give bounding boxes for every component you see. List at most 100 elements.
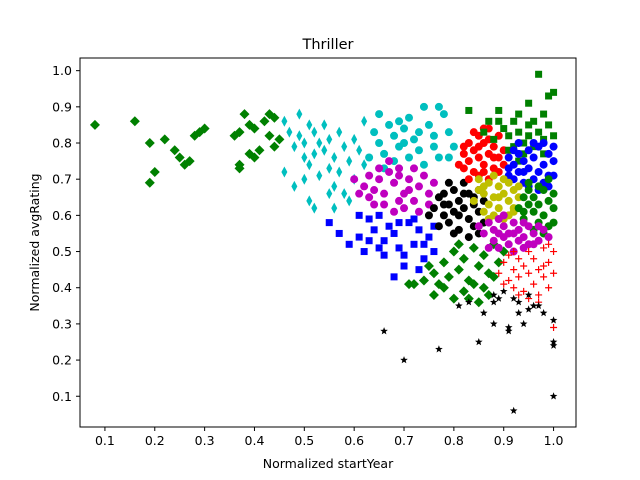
data-point-7-19 xyxy=(459,164,468,173)
data-point-13-3 xyxy=(505,251,513,259)
data-point-11-17 xyxy=(549,218,558,227)
data-point-11-10 xyxy=(539,211,548,220)
x-tick-label-1: 0.2 xyxy=(145,433,165,448)
x-tick-label-8: 0.9 xyxy=(494,433,514,448)
data-point-14-21 xyxy=(549,341,558,349)
data-point-4-5 xyxy=(365,215,373,223)
data-point-5-3 xyxy=(439,189,448,198)
data-point-4-18 xyxy=(430,248,438,256)
data-point-3-17 xyxy=(370,200,379,209)
x-tick-label-0: 0.1 xyxy=(95,433,115,448)
data-point-13-24 xyxy=(515,291,523,299)
data-point-12-0 xyxy=(479,229,488,238)
y-tick-label-3: 0.4 xyxy=(52,280,72,295)
data-point-6-15 xyxy=(493,257,504,268)
data-point-2-24 xyxy=(414,128,423,137)
data-point-4-3 xyxy=(355,233,363,241)
data-point-8-3 xyxy=(490,135,498,143)
data-point-0-22 xyxy=(254,145,265,156)
data-point-6-2 xyxy=(428,268,439,279)
data-point-4-25 xyxy=(355,211,363,219)
data-point-13-21 xyxy=(550,248,558,256)
chart-title: Thriller xyxy=(302,37,354,53)
data-point-4-13 xyxy=(405,219,413,227)
data-point-14-18 xyxy=(539,309,548,317)
data-point-1-10 xyxy=(311,126,318,138)
data-point-9-7 xyxy=(519,157,528,166)
data-point-10-17 xyxy=(474,175,483,184)
data-point-3-15 xyxy=(350,175,359,184)
data-point-8-14 xyxy=(530,117,538,125)
data-point-1-21 xyxy=(341,141,348,153)
data-point-11-3 xyxy=(524,200,533,209)
data-point-4-21 xyxy=(415,266,423,274)
data-point-5-24 xyxy=(459,189,468,198)
data-point-12-15 xyxy=(519,233,528,242)
data-point-5-2 xyxy=(439,211,448,220)
data-point-1-18 xyxy=(331,151,338,163)
data-point-8-28 xyxy=(495,117,503,125)
data-point-2-2 xyxy=(380,149,389,158)
data-point-8-21 xyxy=(545,121,553,129)
data-point-12-26 xyxy=(529,240,538,249)
data-point-8-7 xyxy=(510,117,518,125)
data-point-3-25 xyxy=(405,186,414,195)
data-point-4-6 xyxy=(370,226,378,234)
data-point-13-18 xyxy=(545,258,553,266)
data-point-6-6 xyxy=(448,246,459,257)
data-point-8-4 xyxy=(495,106,503,114)
x-tick-label-7: 0.8 xyxy=(444,433,464,448)
data-point-2-10 xyxy=(419,102,428,111)
data-point-13-25 xyxy=(500,280,508,288)
data-point-8-9 xyxy=(515,110,523,118)
data-point-1-19 xyxy=(336,126,343,138)
data-point-3-21 xyxy=(409,164,418,173)
data-point-10-2 xyxy=(479,207,488,216)
data-point-8-23 xyxy=(550,132,558,140)
data-point-4-2 xyxy=(345,240,353,248)
data-point-11-13 xyxy=(549,204,558,213)
data-point-3-2 xyxy=(370,186,379,195)
data-point-1-26 xyxy=(356,144,363,156)
data-point-1-24 xyxy=(351,133,358,145)
data-point-2-19 xyxy=(405,153,414,162)
data-point-1-7 xyxy=(306,159,313,171)
data-point-1-15 xyxy=(326,162,333,174)
data-point-14-16 xyxy=(529,301,538,310)
data-point-14-5 xyxy=(474,337,483,346)
data-point-11-8 xyxy=(534,200,543,209)
data-point-1-6 xyxy=(301,137,308,149)
data-point-5-0 xyxy=(429,204,438,213)
data-point-13-10 xyxy=(525,248,533,256)
data-point-1-8 xyxy=(306,119,313,131)
data-point-2-25 xyxy=(429,142,438,151)
data-point-0-23 xyxy=(259,116,270,127)
data-point-12-21 xyxy=(544,233,553,242)
data-point-4-27 xyxy=(420,240,428,248)
data-point-13-14 xyxy=(535,266,543,274)
data-point-0-14 xyxy=(234,127,245,138)
data-point-2-13 xyxy=(434,102,443,111)
data-point-1-1 xyxy=(286,126,293,138)
data-point-8-29 xyxy=(515,157,523,165)
data-point-12-1 xyxy=(484,218,493,227)
data-point-6-23 xyxy=(488,271,499,282)
data-point-12-4 xyxy=(494,243,503,252)
y-tick-label-4: 0.5 xyxy=(52,244,72,259)
data-point-8-12 xyxy=(525,121,533,129)
data-point-3-11 xyxy=(414,182,423,191)
data-point-3-3 xyxy=(375,175,384,184)
data-point-5-25 xyxy=(424,211,433,220)
data-point-2-17 xyxy=(449,142,458,151)
data-point-13-26 xyxy=(545,240,553,248)
data-point-0-3 xyxy=(144,177,155,188)
data-point-4-1 xyxy=(335,229,343,237)
data-point-4-16 xyxy=(420,255,428,263)
data-point-8-2 xyxy=(485,117,493,125)
data-point-9-27 xyxy=(519,167,528,176)
data-point-13-28 xyxy=(510,248,518,256)
data-point-3-5 xyxy=(385,167,394,176)
data-point-8-24 xyxy=(525,99,533,107)
